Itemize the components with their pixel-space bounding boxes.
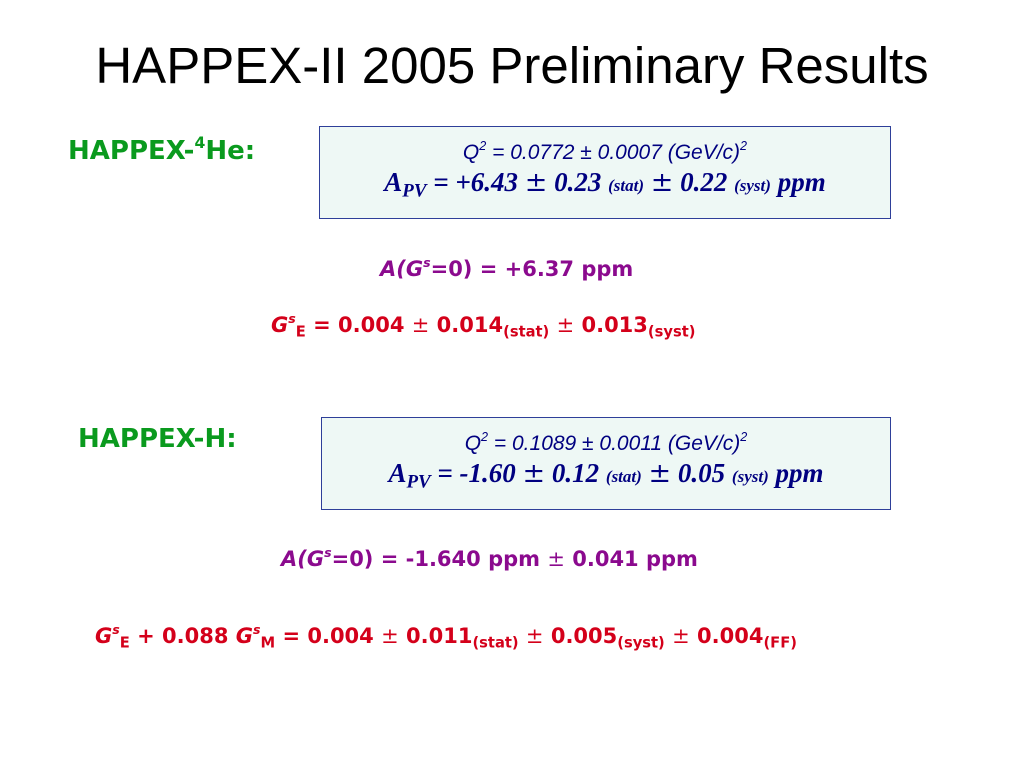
- he-gse-result: GsE = 0.004 ± 0.014(stat) ± 0.013(syst): [271, 311, 696, 341]
- he-asymmetry-gs0: A(Gs=0) = +6.37 ppm: [380, 255, 634, 281]
- h-asymmetry-gs0: A(Gs=0) = -1.640 ppm ± 0.041 ppm: [281, 545, 698, 571]
- he-q2-line: Q2 = 0.0772 ± 0.0007 (GeV/c)2: [462, 139, 748, 164]
- he-apv-line: APV = +6.43 ± 0.23 (stat) ± 0.22 (syst) …: [384, 167, 826, 202]
- happex-h-label: HAPPEX-H:: [78, 424, 237, 454]
- h-apv-line: APV = -1.60 ± 0.12 (stat) ± 0.05 (syst) …: [388, 458, 824, 493]
- h-q2-line: Q2 = 0.1089 ± 0.0011 (GeV/c)2: [464, 430, 748, 455]
- h-results-box: Q2 = 0.1089 ± 0.0011 (GeV/c)2 APV = -1.6…: [321, 417, 891, 510]
- happex-he-label: HAPPEX-4He:: [68, 134, 256, 166]
- he-results-box: Q2 = 0.0772 ± 0.0007 (GeV/c)2 APV = +6.4…: [319, 126, 891, 219]
- h-combination-result: GsE + 0.088 GsM = 0.004 ± 0.011(stat) ± …: [95, 622, 797, 652]
- page-title: HAPPEX-II 2005 Preliminary Results: [95, 37, 929, 94]
